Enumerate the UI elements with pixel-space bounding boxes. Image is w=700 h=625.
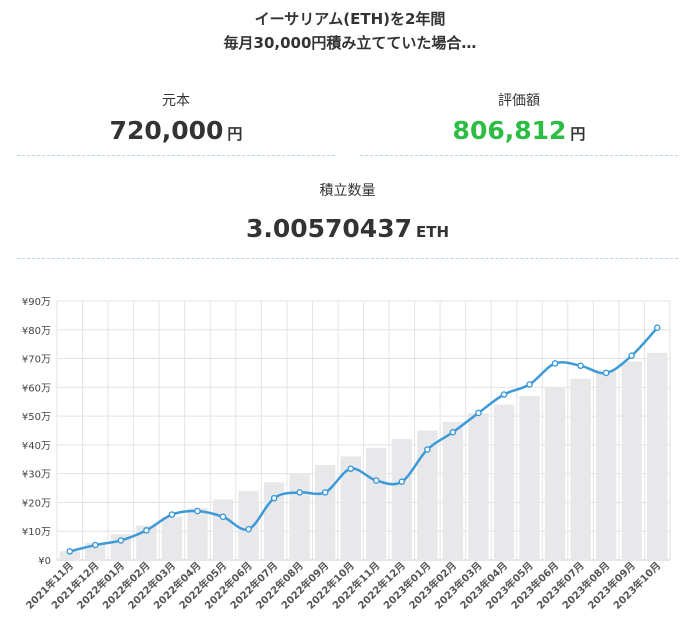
bar [442,421,464,560]
valuation-stat: 評価額 806,812 円 [360,90,678,145]
line-point [602,369,610,377]
line-point [372,477,380,484]
principal-value: 720,000 円 [17,116,335,145]
valuation-value: 806,812 円 [360,116,678,145]
line-point [143,527,150,534]
bar [187,508,208,560]
line-point [653,324,661,332]
title: イーサリアム(ETH)を2年間 [254,10,446,28]
bar [519,395,540,560]
principal-unit: 円 [227,125,243,143]
quantity-label: 積立数量 [319,183,376,199]
bar [570,378,591,560]
line-point [398,478,406,486]
y-tick-label: ¥0 [38,556,51,567]
line-point [628,352,635,359]
principal-label: 元本 [162,93,190,109]
y-tick-label: ¥40万 [22,441,51,452]
bar [468,413,489,560]
y-tick-label: ¥60万 [22,383,51,394]
y-tick-label: ¥20万 [22,498,51,509]
bar [340,456,361,560]
bar [59,551,80,560]
chart: ¥0¥10万¥20万¥30万¥40万¥50万¥60万¥70万¥80万¥90万20… [22,297,671,612]
line-point [500,391,508,398]
y-tick-label: ¥10万 [22,527,51,538]
line-point [168,511,176,518]
quantity-stat: 積立数量 3.00570437 ETH [17,180,678,243]
line-point [526,381,533,388]
bar [161,516,183,560]
bar [647,352,668,560]
bar [595,370,617,560]
bar [621,361,642,560]
line-point [296,489,303,496]
bar [314,465,336,560]
bar [493,404,515,560]
line-point [577,362,584,370]
valuation-label: 評価額 [498,93,540,109]
bar [544,387,566,560]
line-point [347,465,355,473]
line-point [270,494,278,502]
bar [391,439,413,560]
line-point [117,537,125,544]
bar [212,499,234,560]
line-point [321,489,329,496]
y-tick-label: ¥70万 [22,355,51,366]
divider [17,155,335,156]
principal-number: 720,000 [109,116,224,145]
line-point [245,525,252,533]
divider [360,155,678,156]
valuation-unit: 円 [570,125,586,143]
line-point [449,428,457,436]
divider [17,258,678,259]
line-point [551,360,559,367]
quantity-value: 3.00570437 ETH [17,214,678,243]
principal-stat: 元本 720,000 円 [17,90,335,145]
bar [417,430,438,560]
line-point [194,507,201,515]
y-tick-label: ¥30万 [22,470,51,481]
line-point [424,446,431,453]
bar [238,490,259,560]
y-tick-label: ¥90万 [22,297,51,308]
header: イーサリアム(ETH)を2年間 毎月30,000円積み立てていた場合… [0,8,700,54]
line-point [475,409,482,417]
line-point [66,548,74,555]
y-tick-label: ¥80万 [22,326,51,337]
valuation-number: 806,812 [452,116,567,145]
y-tick-label: ¥50万 [22,412,51,423]
line-point [92,541,99,549]
bar [366,447,387,560]
subtitle: 毎月30,000円積み立てていた場合… [223,34,477,52]
bar [289,473,310,560]
quantity-number: 3.00570437 [245,214,412,243]
quantity-unit: ETH [416,223,450,241]
line-point [219,513,227,521]
